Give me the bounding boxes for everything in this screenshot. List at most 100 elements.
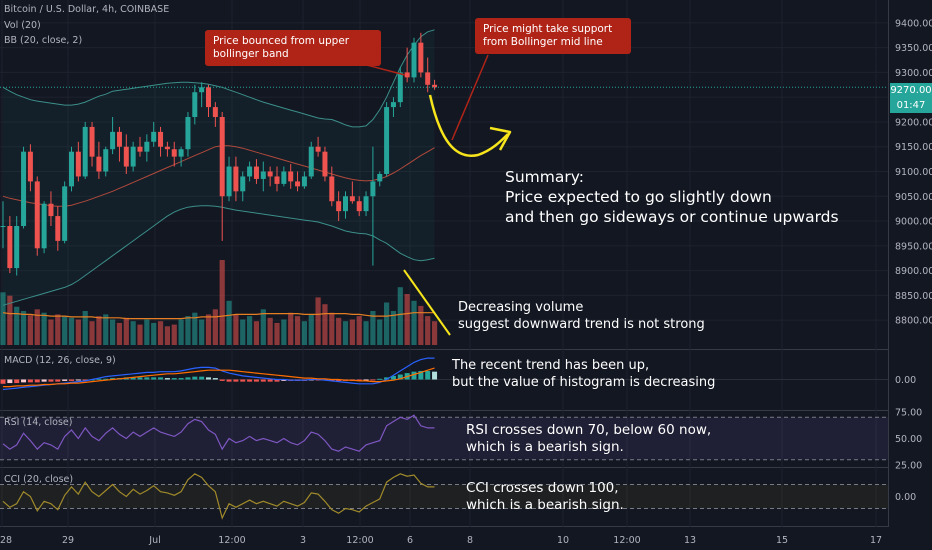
- candle-body: [322, 151, 328, 177]
- volume-bar: [247, 316, 253, 345]
- candle-body: [308, 146, 314, 177]
- cci-note-line-1: CCI crosses down 100,: [466, 480, 619, 496]
- volume-bar: [103, 314, 109, 345]
- candle-body: [123, 146, 129, 167]
- time-tick-label: 28: [0, 535, 12, 546]
- candle-body: [329, 176, 335, 202]
- volume-bar: [425, 316, 431, 345]
- macd-histogram-bar: [158, 377, 164, 380]
- volume-bar: [164, 326, 170, 345]
- volume-bar: [315, 297, 321, 345]
- candle-body: [48, 203, 54, 217]
- volume-bar: [96, 316, 102, 345]
- time-tick-label: 3: [300, 535, 306, 546]
- volume-bar: [89, 321, 95, 345]
- candle-body: [370, 181, 376, 197]
- macd-histogram-bar: [212, 378, 218, 380]
- price-tick-label: 9000.00: [895, 217, 932, 228]
- candle-body: [377, 173, 383, 182]
- cci-band-fill: [0, 484, 888, 509]
- candle-body: [178, 149, 184, 157]
- volume-legend[interactable]: Vol (20): [4, 20, 41, 31]
- candle-body: [206, 87, 211, 108]
- macd-histogram-bar: [178, 378, 184, 380]
- volume-bar: [205, 314, 212, 345]
- macd-histogram-bar: [206, 377, 211, 380]
- volume-bar: [48, 319, 54, 345]
- macd-histogram-bar: [247, 379, 253, 382]
- candle-body: [41, 203, 47, 249]
- time-tick-label: 12:00: [346, 535, 373, 546]
- volume-bar: [212, 309, 218, 345]
- macd-histogram-bar: [41, 379, 47, 382]
- volume-trend-line: [403, 269, 451, 336]
- macd-histogram-bar: [397, 374, 403, 380]
- volume-bar: [418, 305, 424, 345]
- cci-tick-label: 0.00: [895, 492, 916, 503]
- candle-body: [226, 166, 232, 197]
- volume-bar: [34, 309, 40, 345]
- time-tick-label: Jul: [148, 535, 160, 546]
- bar-countdown-badge: 01:47: [890, 98, 932, 113]
- price-tick-label: 8800.00: [895, 316, 932, 327]
- volume-bar: [397, 287, 403, 345]
- cci-note-line-2: which is a bearish sign.: [466, 497, 624, 513]
- volume-bar: [370, 311, 376, 345]
- candle-body: [137, 146, 143, 152]
- candle-body: [110, 131, 116, 150]
- volume-bar: [199, 319, 205, 345]
- volume-bar: [363, 321, 369, 345]
- candle-body: [7, 226, 13, 269]
- volume-bar: [144, 319, 150, 345]
- summary-line-1: Price expected to go slightly down: [505, 188, 772, 206]
- cci-legend[interactable]: CCI (20, close): [4, 474, 74, 485]
- bollinger-band-fill: [3, 29, 435, 306]
- rsi-legend[interactable]: RSI (14, close): [4, 417, 73, 428]
- candle-body: [418, 42, 424, 73]
- candle-body: [384, 107, 390, 174]
- volume-bar: [20, 311, 27, 345]
- macd-histogram-bar: [144, 377, 150, 380]
- macd-histogram-bar: [390, 375, 396, 380]
- time-tick-label: 12:00: [613, 535, 640, 546]
- candle-body: [219, 117, 225, 197]
- price-tick-label: 9400.00: [895, 18, 932, 29]
- bollinger-legend[interactable]: BB (20, close, 2): [4, 35, 83, 46]
- volume-bar: [390, 311, 397, 345]
- candle-body: [281, 171, 287, 184]
- candle-body: [75, 151, 81, 177]
- volume-bar: [281, 319, 287, 345]
- volume-bar: [288, 312, 294, 345]
- macd-histogram-bar: [27, 379, 33, 383]
- volume-bar: [308, 314, 314, 345]
- candle-body: [301, 176, 307, 187]
- macd-histogram-bar: [411, 371, 417, 380]
- macd-legend[interactable]: MACD (12, 26, close, 9): [4, 355, 116, 366]
- volume-bar: [116, 322, 123, 345]
- volume-bar: [336, 317, 342, 345]
- macd-histogram-bar: [336, 379, 342, 381]
- forecast-arrowhead: [489, 126, 512, 151]
- candle-body: [96, 156, 102, 172]
- candle-body: [336, 201, 342, 212]
- macd-histogram-bar: [14, 379, 20, 384]
- candle-body: [55, 216, 61, 241]
- candle-body: [425, 72, 431, 85]
- volume-bar: [178, 319, 184, 345]
- macd-histogram-bar: [233, 379, 239, 382]
- rsi-band-fill: [0, 417, 888, 460]
- macd-histogram-bar: [110, 378, 116, 380]
- volume-bar: [301, 321, 307, 345]
- volume-bar: [27, 315, 33, 345]
- macd-histogram-bar: [329, 379, 335, 381]
- volume-bar: [137, 324, 143, 345]
- volume-bar: [41, 312, 47, 345]
- cci-note: CCI crosses down 100, which is a bearish…: [466, 480, 624, 514]
- summary-note: Summary: Price expected to go slightly d…: [505, 167, 839, 227]
- macd-histogram-bar: [425, 370, 431, 380]
- volume-bar: [329, 312, 335, 345]
- candle-body: [349, 196, 355, 202]
- candle-body: [267, 171, 273, 177]
- volume-bar: [130, 321, 136, 345]
